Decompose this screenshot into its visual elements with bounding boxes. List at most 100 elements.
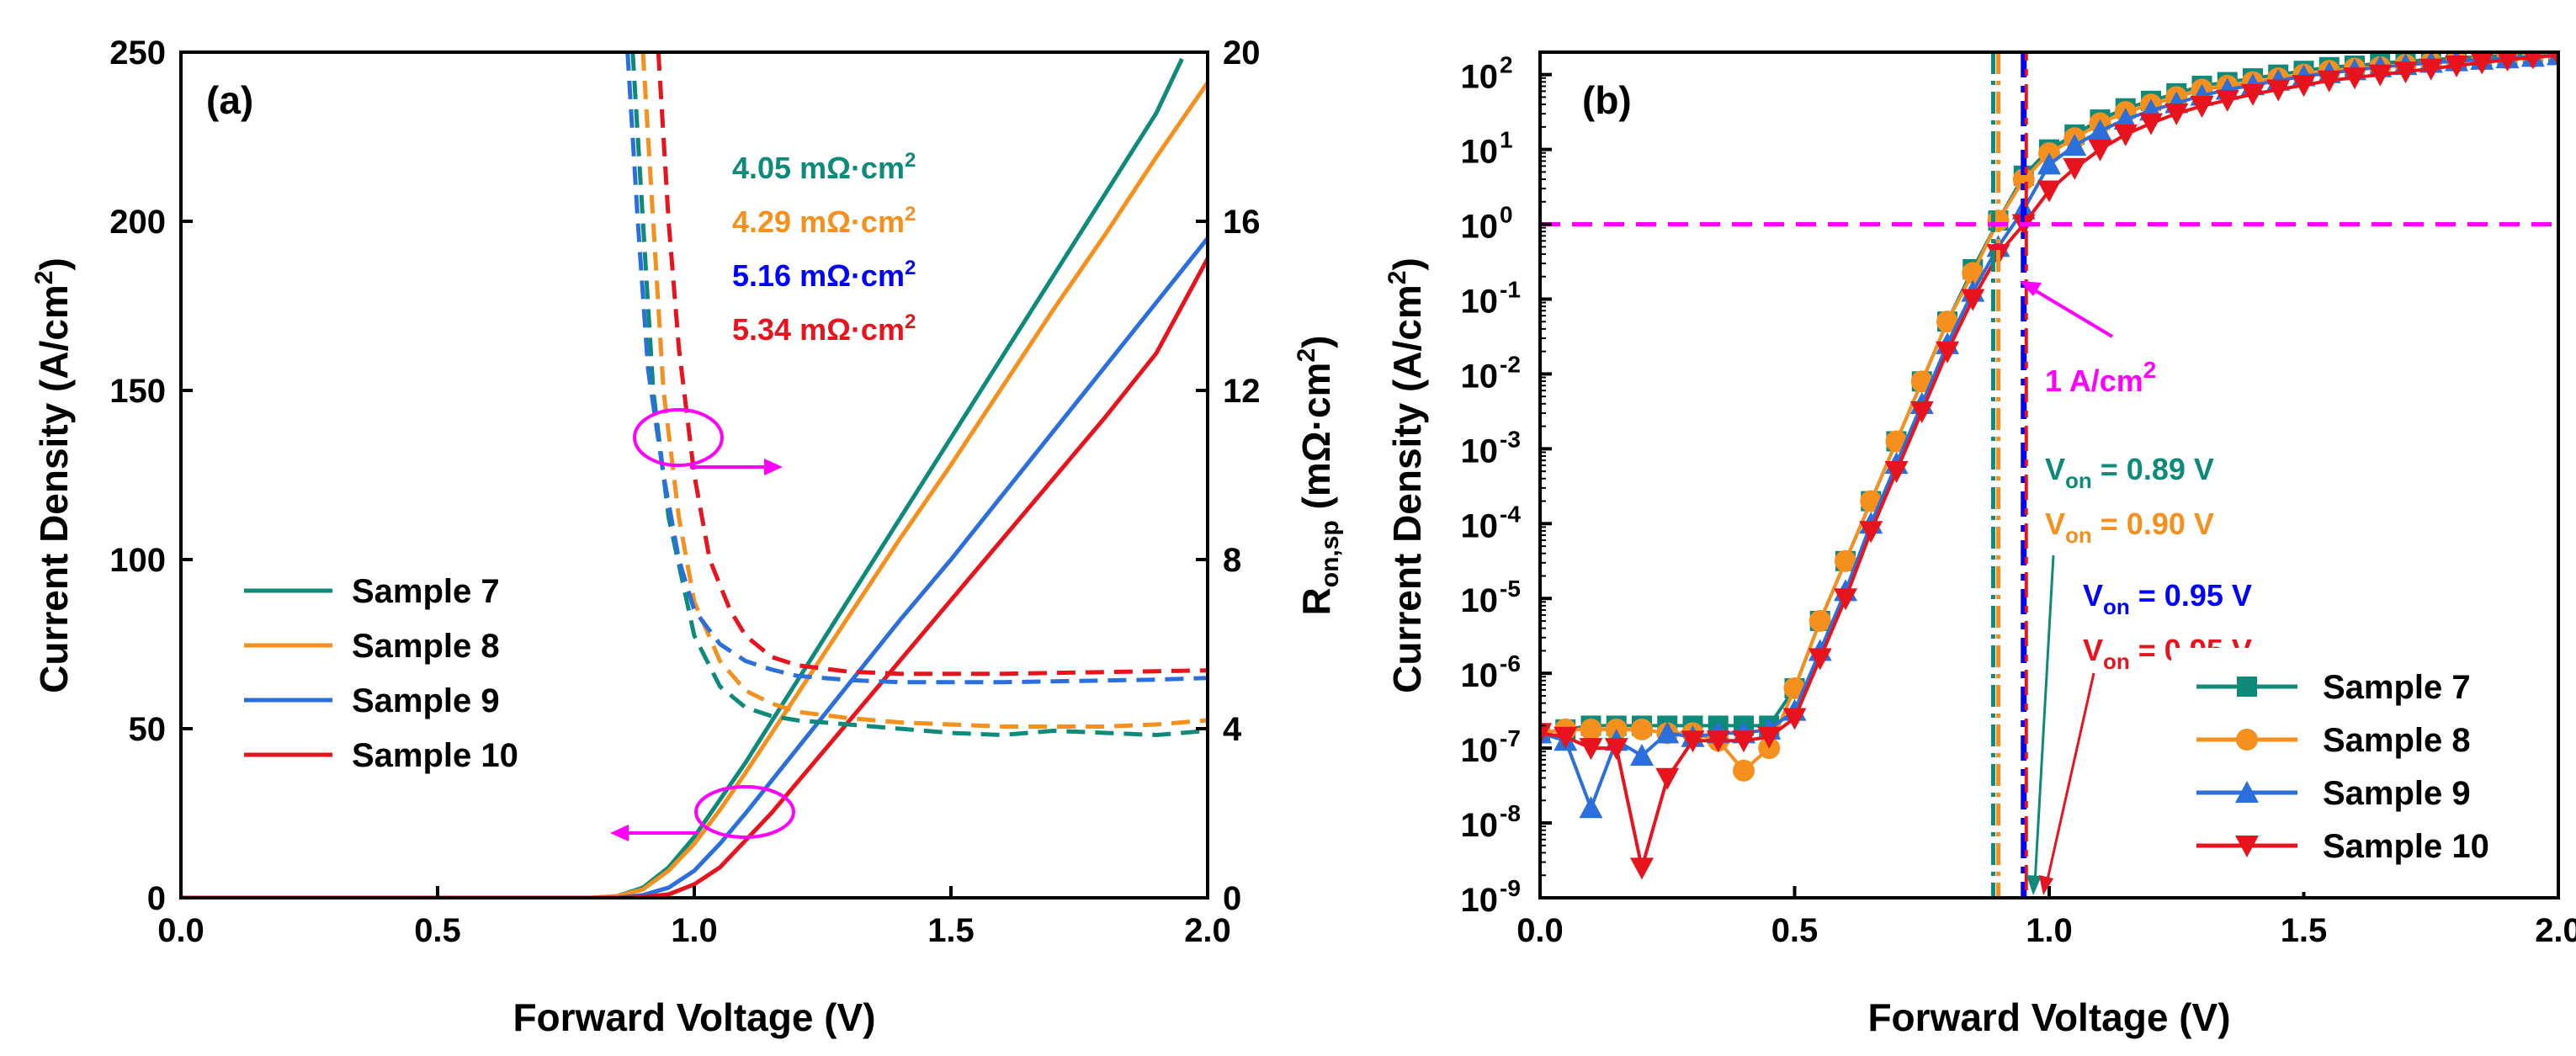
ron-annotation-10-sup: 2 [905,310,916,333]
panel-b-point-sample-10 [2445,56,2468,78]
panel-a-curve-sample-8 [181,81,1208,898]
panel-b-point-sample-10 [2497,52,2518,72]
reference-arrow-head [2020,281,2042,296]
panel-b-point-sample-8 [2012,168,2035,191]
panel-b-point-sample-10 [1834,588,1857,611]
von-label-sample-7: Von = 0.89 V [2045,452,2214,493]
panel-b-reference [1540,52,2558,898]
panel-b: 0.0 0.5 1.0 1.5 2.0 10-910-810-710-610-510-4… [1384,50,2576,1039]
panel-b-y-tick-exponent: 2 [1500,52,1513,78]
von-7-prefix: V [2045,452,2065,486]
ron-annotation-sample-9: 5.16 mΩ·cm2 [732,257,916,293]
panel-b-y-tick-exponent: -6 [1500,650,1521,677]
panel-b-y-tick-label: 10 [1461,358,1499,395]
right-axis-ellipse [633,408,724,467]
panel-a-curve-sample-10 [181,257,1208,898]
panel-b-point-sample-8 [1580,718,1602,740]
panel-b-point-sample-9 [2037,152,2061,175]
panel-a-curve-sample-7-ron [630,52,1208,738]
panel-a-curve-sample-7 [181,57,1184,898]
panel-b-x-tick-label: 1.0 [2026,912,2073,949]
von-9-prefix: V [2083,578,2103,613]
von-arrow-sample-7 [2033,555,2055,884]
panel-b-point-sample-10 [2266,79,2291,102]
panel-b-point-sample-10 [1757,726,1782,749]
panel-b-point-sample-8 [1631,718,1653,740]
ron-annotation-9-sup: 2 [905,257,916,279]
von-arrow-head-sample-7 [2026,875,2042,895]
legend-label-sample-7: Sample 7 [352,573,500,610]
panel-b-y-axis-label-sup: 2 [1384,270,1411,284]
legend-b-marker-0 [2237,677,2257,697]
panel-a-y2-axis-label-close: ) [1294,336,1338,348]
panel-b-y-tick-label: 10 [1461,732,1499,769]
panel-a-curve-sample-9 [181,236,1208,898]
panel-a-x-tick-label: 1.5 [927,912,975,949]
panel-a-y-tick-label: 100 [109,542,166,579]
von-8-sub: on [2065,523,2092,548]
panel-b-point-sample-10 [2393,61,2418,84]
panel-b-point-sample-10 [2190,96,2214,119]
panel-a-frame [179,50,1209,899]
panel-b-y-tick-label: 10 [1461,882,1499,919]
ron-annotation-7-text: 4.05 mΩ·cm [732,151,905,185]
panel-b-point-sample-10 [2523,52,2542,70]
panel-b-point-sample-10 [2215,89,2239,112]
von-9-text: = 0.95 V [2130,578,2252,613]
panel-a-y-axis-label-main: Current Density (A/cm [32,284,76,693]
panel-b-y-tick-label: 10 [1461,134,1499,171]
panel-a-y2-tick-label: 8 [1223,542,1241,579]
panel-b-point-sample-10 [1808,648,1832,671]
panel-b-point-sample-10 [1782,708,1807,730]
panel-b-y-tick-label: 10 [1461,807,1499,844]
panel-b-point-sample-9 [1655,721,1680,744]
panel-b-y-axis-label-main: Current Density (A/cm [1385,284,1429,693]
panel-b-point-sample-10 [1604,738,1628,761]
panel-b-point-sample-10 [1579,738,1603,761]
panel-b-x-tick-label: 0.0 [1516,912,1564,949]
panel-b-point-sample-8 [1809,609,1831,632]
panel-b-point-sample-10 [2419,58,2443,81]
panel-a-y-tick-label: 250 [109,34,166,72]
legend-b-marker-3 [2235,836,2259,857]
panel-b-point-sample-10 [1961,289,1985,311]
panel-a-axis-indicators [610,408,795,841]
panel-b-y-tick-exponent: -1 [1500,276,1521,302]
panel-a-y2-tick-label: 20 [1223,34,1261,72]
panel-b-y-tick-label: 10 [1461,657,1499,694]
panel-b-y-axis-label: Current Density (A/cm2) [1384,257,1429,693]
panel-a-y-tick-label: 50 [129,711,167,748]
panel-b-point-sample-8 [1733,759,1755,782]
panel-b-point-sample-10 [1681,730,1705,753]
panel-a-curve-sample-9-ron [625,52,1208,685]
ron-annotation-sample-10: 5.34 mΩ·cm2 [732,310,916,347]
panel-a-y-ticks: 0 50 100 150 200 250 [109,34,193,917]
panel-b-y-tick-exponent: -7 [1500,725,1521,751]
von-10-prefix: V [2083,633,2103,667]
left-axis-arrow-head [610,825,629,841]
panel-b-point-sample-9 [1579,796,1603,819]
panel-b-y-tick-label: 10 [1461,283,1499,320]
panel-a-annotations: 4.05 mΩ·cm2 4.29 mΩ·cm2 5.16 mΩ·cm2 5.34… [732,149,916,347]
panel-a-y-tick-label: 200 [109,204,166,241]
ron-annotation-sample-7: 4.05 mΩ·cm2 [732,149,916,185]
von-arrow-sample-10 [2045,672,2095,884]
panel-b-point-sample-10 [1909,401,1934,423]
panel-b-point-sample-10 [2164,103,2189,125]
von-10-sub: on [2103,649,2130,674]
panel-a-y2-axis-label-main: R [1294,587,1338,615]
panel-b-x-tick-label: 2.0 [2535,912,2576,949]
reference-arrow-line [2033,289,2114,338]
panel-a-y2-tick-label: 0 [1223,880,1241,917]
panel-b-y-tick-exponent: -8 [1500,800,1521,826]
panel-b-point-sample-10 [2088,139,2112,162]
panel-a-y2-axis-label: Ron,sp (mΩ·cm2) [1293,336,1344,616]
left-axis-ellipse [694,785,795,839]
panel-b-point-sample-8 [1962,262,1984,284]
reference-line-label: 1 A/cm2 [2045,357,2156,398]
panel-a-y-axis-label-sup: 2 [30,270,58,284]
panel-a-y2-ticks: 0 4 8 12 16 20 [1196,34,1261,917]
ron-annotation-10-text: 5.34 mΩ·cm [732,312,905,347]
panel-b-y-tick-exponent: -3 [1500,426,1521,452]
legend-b-label-sample-8: Sample 8 [2323,722,2471,759]
